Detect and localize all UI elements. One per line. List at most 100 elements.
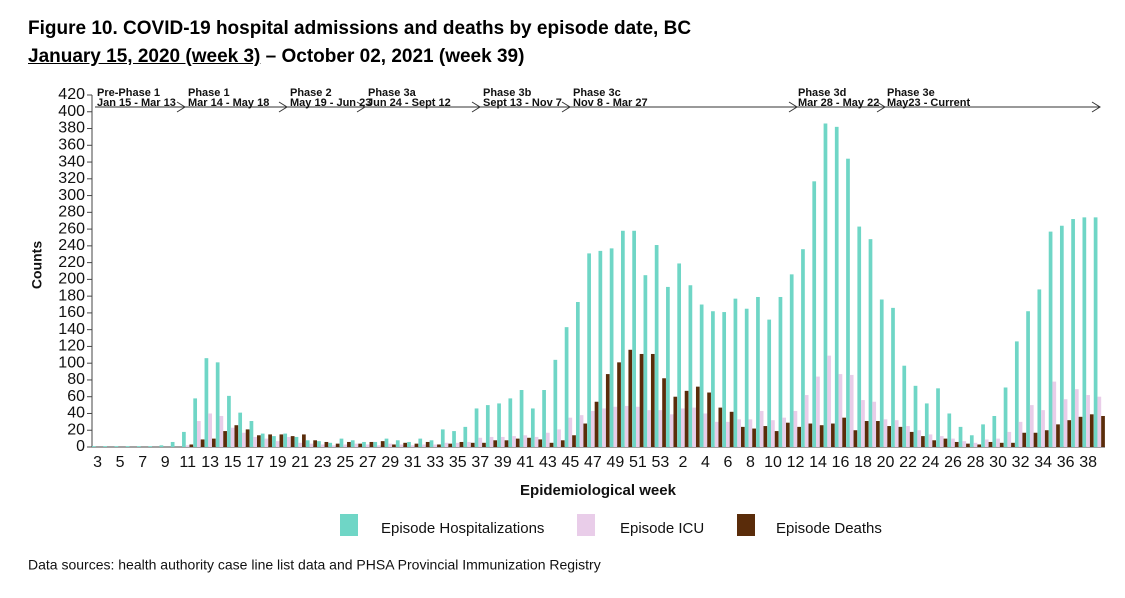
phase-name: Phase 3c bbox=[573, 87, 621, 99]
bar bbox=[223, 431, 227, 447]
bar bbox=[452, 431, 456, 447]
bar bbox=[1078, 416, 1083, 447]
bar bbox=[692, 407, 696, 447]
x-tick-label: 49 bbox=[606, 454, 624, 471]
bar bbox=[512, 436, 516, 447]
bar bbox=[587, 253, 591, 447]
bar bbox=[463, 426, 468, 447]
bar bbox=[302, 434, 306, 447]
phase-arrow bbox=[356, 101, 366, 113]
bar bbox=[478, 437, 483, 447]
bar bbox=[1067, 420, 1072, 447]
x-tick-label: 5 bbox=[116, 454, 125, 471]
bar bbox=[215, 362, 220, 447]
bar bbox=[137, 446, 141, 447]
bar bbox=[838, 374, 843, 447]
note: Data sources: health authority case line… bbox=[28, 557, 601, 573]
x-tick-label: 23 bbox=[314, 454, 332, 471]
bar bbox=[339, 438, 344, 447]
bar bbox=[257, 435, 261, 447]
bar bbox=[410, 445, 415, 447]
bar bbox=[973, 442, 978, 447]
bar bbox=[876, 421, 880, 447]
bar bbox=[204, 358, 209, 447]
bar bbox=[1059, 225, 1064, 447]
bar bbox=[962, 441, 967, 447]
bar bbox=[527, 437, 531, 447]
x-axis-label: Epidemiological week bbox=[520, 482, 677, 499]
x-tick-label: 31 bbox=[404, 454, 422, 471]
x-tick-label: 4 bbox=[701, 454, 710, 471]
bar bbox=[519, 390, 524, 447]
bar bbox=[384, 438, 389, 447]
bar bbox=[647, 410, 651, 447]
bar bbox=[583, 423, 588, 447]
bar bbox=[688, 285, 693, 447]
bar bbox=[575, 302, 580, 447]
bar bbox=[988, 441, 993, 447]
x-tick-label: 35 bbox=[449, 454, 467, 471]
bar bbox=[358, 443, 363, 447]
legend-swatch bbox=[577, 514, 595, 536]
x-tick-label: 41 bbox=[516, 454, 534, 471]
bar bbox=[921, 436, 925, 447]
bar bbox=[609, 248, 614, 447]
x-tick-label: 37 bbox=[471, 454, 489, 471]
x-tick-label: 22 bbox=[899, 454, 917, 471]
bar bbox=[1093, 217, 1098, 447]
phase-dates: Nov 8 - Mar 27 bbox=[573, 97, 648, 109]
bar bbox=[1089, 414, 1094, 447]
bar bbox=[797, 426, 801, 447]
bar bbox=[287, 436, 291, 447]
x-tick-label: 16 bbox=[832, 454, 850, 471]
bar bbox=[654, 245, 659, 447]
bar bbox=[564, 327, 569, 447]
subtitle-range: – October 02, 2021 (week 39) bbox=[260, 46, 525, 67]
legend-label: Episode Deaths bbox=[776, 520, 882, 537]
bar bbox=[722, 312, 727, 447]
y-tick-label: 360 bbox=[58, 137, 85, 154]
bar bbox=[245, 429, 250, 447]
bar bbox=[373, 441, 378, 447]
bar bbox=[801, 249, 805, 447]
x-tick-label: 25 bbox=[336, 454, 354, 471]
bar bbox=[1052, 381, 1057, 447]
bar bbox=[917, 430, 922, 447]
bar bbox=[996, 438, 1000, 447]
phase-name: Phase 3d bbox=[798, 87, 846, 99]
bar bbox=[711, 311, 715, 447]
bar bbox=[197, 421, 201, 447]
x-tick-label: 26 bbox=[944, 454, 962, 471]
y-tick-label: 200 bbox=[58, 271, 85, 288]
bar bbox=[1044, 430, 1049, 447]
x-tick-label: 39 bbox=[494, 454, 512, 471]
bar bbox=[819, 425, 824, 447]
bar bbox=[114, 446, 119, 447]
y-tick-label: 320 bbox=[58, 170, 85, 187]
bar bbox=[872, 401, 877, 447]
x-tick-label: 43 bbox=[539, 454, 557, 471]
bar bbox=[924, 403, 929, 447]
bar bbox=[943, 438, 948, 447]
bar bbox=[969, 435, 974, 447]
y-tick-label: 100 bbox=[58, 354, 85, 371]
x-tick-label: 33 bbox=[426, 454, 444, 471]
bar bbox=[684, 390, 689, 447]
bar bbox=[966, 443, 970, 447]
bar bbox=[283, 433, 288, 447]
x-tick-label: 12 bbox=[787, 454, 805, 471]
bar bbox=[834, 126, 839, 447]
bar bbox=[864, 421, 869, 447]
bar bbox=[369, 441, 374, 447]
x-tick-label: 20 bbox=[877, 454, 895, 471]
bar bbox=[238, 412, 243, 447]
x-tick-label: 45 bbox=[561, 454, 579, 471]
bar bbox=[951, 438, 955, 447]
x-tick-label: 51 bbox=[629, 454, 647, 471]
bar bbox=[666, 286, 670, 447]
bar bbox=[744, 308, 749, 447]
bar bbox=[1101, 415, 1105, 447]
bar bbox=[125, 446, 130, 447]
y-tick-label: 400 bbox=[58, 103, 85, 120]
